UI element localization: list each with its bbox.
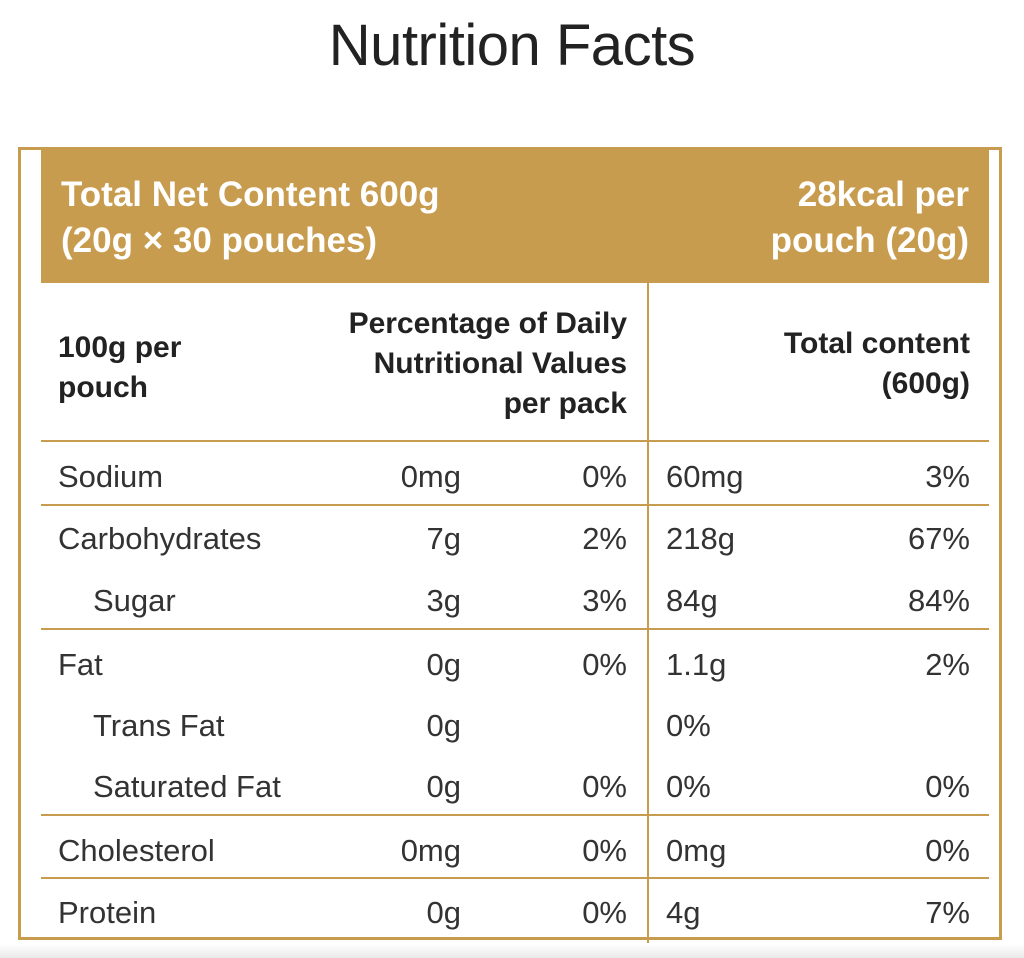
nutrient-total-percent: 84% — [907, 583, 970, 618]
nutrient-total-percent: 3% — [925, 459, 970, 494]
nutrient-name: Sugar — [93, 583, 176, 618]
nutrient-total-percent: 2% — [925, 647, 970, 682]
divider-sodium — [41, 504, 989, 506]
page-bottom-shadow — [0, 944, 1024, 958]
divider-header — [41, 440, 989, 442]
nutrient-name: Carbohydrates — [58, 521, 262, 556]
column-header-daily-values: Percentage of Daily Nutritional Values p… — [348, 307, 627, 420]
column-header-per-pouch: 100g per pouch — [58, 331, 182, 404]
table-row: Carbohydrates 7g 2% 218g 67% — [21, 508, 999, 570]
nutrient-name: Cholesterol — [58, 833, 215, 868]
nutrient-total-amount: 1.1g — [666, 647, 727, 682]
nutrient-amount: 0mg — [400, 833, 461, 868]
nutrient-name: Trans Fat — [93, 708, 225, 743]
nutrient-total-percent: 67% — [907, 521, 970, 556]
nutrient-name: Sodium — [58, 459, 164, 494]
nutrient-total-amount: 0mg — [666, 833, 727, 868]
nutrient-daily-percent: 0% — [582, 459, 627, 494]
table-row: Fat 0g 0% 1.1g 2% — [21, 634, 999, 696]
nutrient-total-percent: 0% — [925, 833, 970, 868]
page-title: Nutrition Facts — [328, 13, 696, 78]
table-row: Trans Fat 0g 0% — [21, 695, 999, 757]
header-band: Total Net Content 600g (20g × 30 pouches… — [41, 150, 989, 283]
nutrient-total-amount: 4g — [666, 895, 701, 930]
divider-carbohydrates — [41, 628, 989, 630]
nutrient-daily-percent: 0% — [582, 647, 627, 682]
nutrient-amount: 0mg — [400, 459, 461, 494]
calories-label: 28kcal per pouch (20g) — [770, 175, 969, 260]
nutrient-name: Protein — [58, 895, 157, 930]
table-row: Protein 0g 0% 4g 7% — [21, 882, 999, 944]
net-content-label: Total Net Content 600g (20g × 30 pouches… — [61, 175, 440, 260]
nutrient-total-percent: 7% — [925, 895, 970, 930]
nutrient-total-amount: 218g — [666, 521, 735, 556]
nutrient-name: Saturated Fat — [93, 769, 281, 804]
nutrient-total-amount: 0% — [666, 769, 711, 804]
nutrient-amount: 3g — [426, 583, 461, 618]
table-row: Sugar 3g 3% 84g 84% — [21, 570, 999, 632]
nutrient-total-amount: 84g — [666, 583, 718, 618]
nutrition-table: Total Net Content 600g (20g × 30 pouches… — [18, 147, 1002, 943]
divider-fat — [41, 814, 989, 816]
nutrient-amount: 7g — [426, 521, 461, 556]
divider-cholesterol — [41, 877, 989, 879]
table-row: Saturated Fat 0g 0% 0% 0% — [21, 756, 999, 818]
nutrient-amount: 0g — [426, 647, 461, 682]
nutrient-daily-percent: 0% — [582, 895, 627, 930]
nutrient-amount: 0g — [426, 895, 461, 930]
nutrient-amount: 0g — [426, 769, 461, 804]
nutrient-daily-percent: 3% — [582, 583, 627, 618]
nutrient-total-amount: 60mg — [666, 459, 744, 494]
nutrient-amount: 0g — [426, 708, 461, 743]
nutrient-daily-percent: 0% — [582, 833, 627, 868]
nutrient-daily-percent: 0% — [582, 769, 627, 804]
nutrient-daily-percent: 2% — [582, 521, 627, 556]
column-divider — [647, 283, 649, 943]
table-row: Sodium 0mg 0% 60mg 3% — [21, 446, 999, 508]
nutrient-name: Fat — [58, 647, 103, 682]
nutrient-total-percent: 0% — [925, 769, 970, 804]
nutrient-total-amount: 0% — [666, 708, 711, 743]
table-row: Cholesterol 0mg 0% 0mg 0% — [21, 820, 999, 882]
column-header-total-content: Total content (600g) — [783, 327, 970, 400]
